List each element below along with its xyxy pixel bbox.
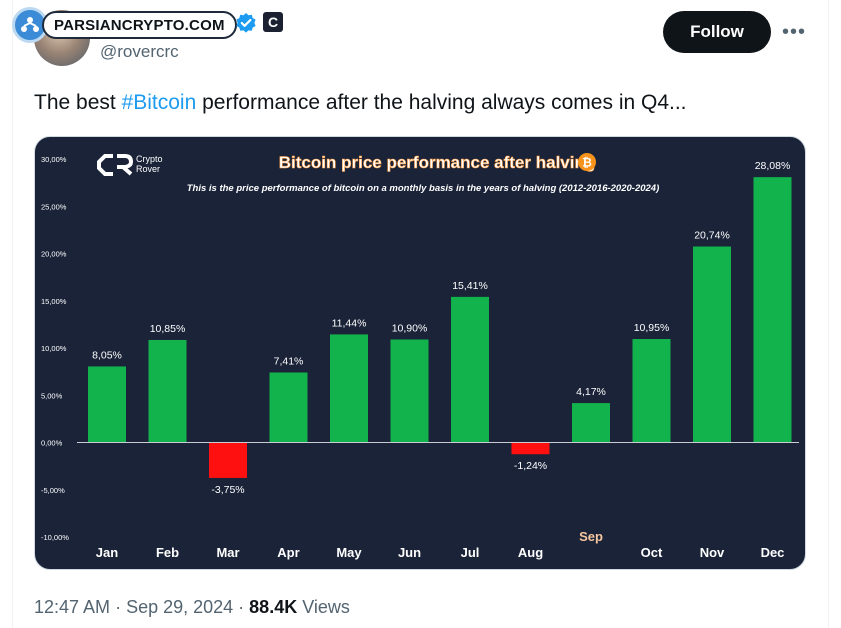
bar-feb <box>148 339 187 443</box>
x-tick-label: Jun <box>398 545 421 560</box>
tweet-date[interactable]: Sep 29, 2024 <box>126 597 234 617</box>
verified-badge-icon <box>235 12 257 34</box>
x-axis-labels: Jan Feb Mar Apr May Jun Jul Aug Sep Oct Nov Dec <box>96 529 785 560</box>
bar-may <box>330 334 368 443</box>
bars <box>88 177 792 478</box>
footer-separator: · <box>110 597 127 617</box>
watermark-text: PARSIANCRYPTO.COM <box>42 11 237 39</box>
value-label: 11,44% <box>332 317 367 329</box>
x-tick-label: Nov <box>700 545 725 560</box>
x-tick-label: Feb <box>156 545 179 560</box>
tweet-media-image[interactable]: Crypto Rover Bitcoin price performance a… <box>34 136 806 570</box>
bar-nov <box>693 246 731 443</box>
bar-sep <box>572 403 610 443</box>
value-label: 10,90% <box>392 322 428 334</box>
x-tick-label: Apr <box>277 545 299 560</box>
bar-mar <box>209 442 247 478</box>
footer-separator-2: · <box>233 597 250 617</box>
follow-button[interactable]: Follow <box>663 11 771 53</box>
y-tick-label: -10,00% <box>41 533 69 542</box>
x-tick-label: Sep <box>579 529 603 544</box>
value-label: -3,75% <box>211 484 244 496</box>
y-tick-label: 15,00% <box>41 297 67 306</box>
x-tick-label: Oct <box>641 545 663 560</box>
crypto-rover-logo-mark <box>117 154 134 176</box>
views-count: 88.4K <box>249 597 298 617</box>
bitcoin-icon: ₿ <box>578 153 596 171</box>
bar-chart: Crypto Rover Bitcoin price performance a… <box>41 153 799 560</box>
hashtag-link[interactable]: #Bitcoin <box>121 91 197 114</box>
affiliate-badge-icon: C <box>263 12 283 32</box>
y-tick-label: 10,00% <box>41 344 67 353</box>
x-tick-label: Mar <box>216 545 239 560</box>
views-label: Views <box>297 597 350 617</box>
x-tick-label: Jan <box>96 545 118 560</box>
value-label: 8,05% <box>92 349 122 361</box>
bar-apr <box>269 372 308 443</box>
value-label: 15,41% <box>452 280 488 292</box>
value-label: 20,74% <box>694 230 730 242</box>
chart-title: Bitcoin price performance after halving <box>279 153 595 172</box>
chart-subtitle: This is the price performance of bitcoin… <box>187 183 660 194</box>
value-label: 10,95% <box>634 322 670 334</box>
value-label: 4,17% <box>576 386 606 398</box>
author-handle[interactable]: @rovercrc <box>100 42 179 61</box>
tweet-text-end: performance after the halving always com… <box>196 91 687 114</box>
x-tick-label: Aug <box>518 545 543 560</box>
tweet-footer: 12:47 AM · Sep 29, 2024 · 88.4K Views <box>34 597 350 618</box>
brand-line1: Crypto <box>136 154 163 164</box>
svg-text:₿: ₿ <box>582 156 592 170</box>
x-tick-label: Dec <box>761 545 785 560</box>
y-axis: 30,00% 25,00% 20,00% 15,00% 10,00% 5,00% 0,00%… <box>41 155 69 542</box>
y-tick-label: -5,00% <box>41 486 65 495</box>
bar-dec <box>753 177 792 443</box>
brand-line2: Rover <box>136 164 160 174</box>
bar-oct <box>632 339 671 443</box>
value-label: 10,85% <box>150 323 186 335</box>
x-tick-label: Jul <box>461 545 480 560</box>
y-tick-label: 20,00% <box>41 250 67 259</box>
value-label: -1,24% <box>514 460 547 472</box>
watermark: PARSIANCRYPTO.COM <box>12 6 237 44</box>
crypto-rover-logo-icon <box>97 154 113 176</box>
brand-logo: Crypto Rover <box>97 154 163 176</box>
bar-jun <box>390 339 429 443</box>
bar-jul <box>451 296 489 443</box>
more-options-icon[interactable]: ••• <box>781 20 806 43</box>
tweet-time[interactable]: 12:47 AM <box>34 597 111 617</box>
y-tick-label: 30,00% <box>41 155 67 164</box>
bar-jan <box>88 366 126 443</box>
tweet-text-start: The best <box>34 91 122 114</box>
card-border-right <box>828 0 829 628</box>
tweet-text: The best #Bitcoin performance after the … <box>34 91 687 115</box>
card-border-left <box>12 0 13 628</box>
x-tick-label: May <box>336 545 362 560</box>
y-tick-label: 5,00% <box>41 391 63 400</box>
value-label: 7,41% <box>274 355 304 367</box>
y-tick-label: 25,00% <box>41 202 67 211</box>
y-tick-label: 0,00% <box>41 439 63 448</box>
bar-aug <box>511 442 550 455</box>
value-labels: 8,05% 10,85% -3,75% 7,41% 11,44% 10,90% 15,41%… <box>92 160 790 496</box>
value-label: 28,08% <box>755 160 791 172</box>
